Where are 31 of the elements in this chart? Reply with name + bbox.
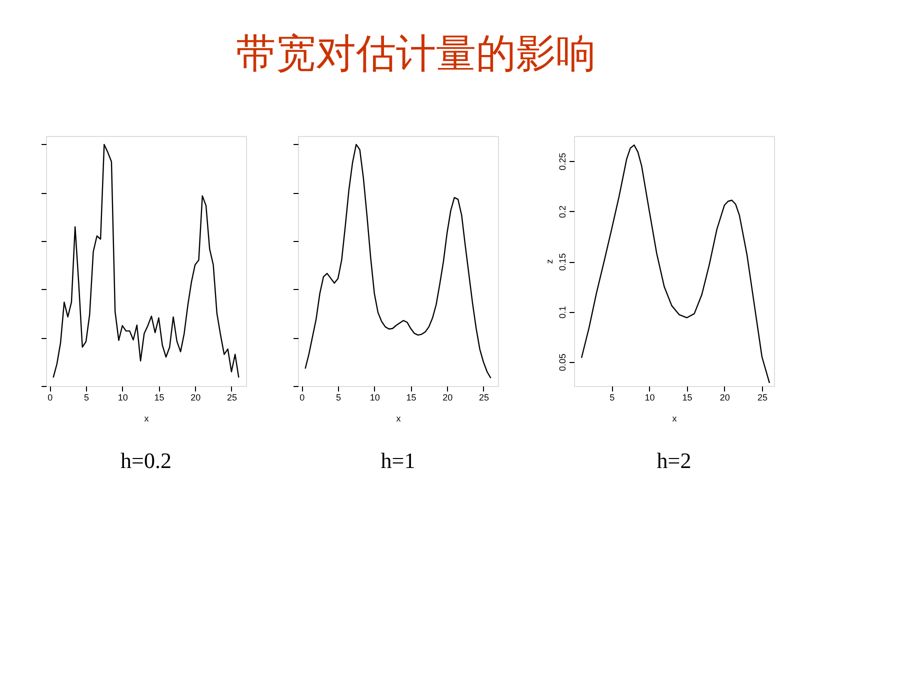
x-tick-label: 20	[442, 392, 453, 402]
x-tick-label: 15	[682, 392, 692, 402]
text: h=1	[380, 448, 416, 473]
text: h=2	[656, 448, 692, 473]
x-tick-label: 25	[478, 392, 489, 402]
x-tick-label: 25	[226, 392, 237, 402]
y-axis-title: z	[544, 258, 554, 264]
y-tick-label: 0.15	[558, 253, 568, 271]
x-tick-label: 15	[406, 392, 416, 402]
x-tick-label: 15	[154, 392, 164, 402]
y-tick-label: 0.2	[558, 206, 568, 218]
x-axis-title: x	[672, 414, 678, 424]
x-tick-label: 10	[370, 392, 380, 402]
x-tick-label: 20	[190, 392, 201, 402]
line-series	[580, 144, 770, 384]
x-tick-label: 10	[644, 392, 655, 402]
x-tick-label: 0	[48, 392, 53, 402]
x-axis-title: x	[396, 414, 402, 424]
x-tick-label: 5	[610, 392, 615, 402]
x-tick-label: 25	[757, 392, 768, 402]
x-tick-label: 5	[84, 392, 90, 402]
y-tick-label: 0.05	[558, 354, 568, 372]
y-tick-label: 0.1	[558, 306, 568, 318]
text: 带宽对估计量的影响	[236, 31, 596, 77]
x-tick-label: 5	[336, 392, 342, 402]
x-axis-title: x	[144, 414, 150, 424]
x-tick-label: 20	[720, 392, 730, 402]
y-tick-label: 0.25	[558, 152, 568, 170]
x-tick-label: 10	[118, 392, 128, 402]
x-tick-label: 0	[300, 392, 305, 402]
text: h=0.2	[120, 448, 172, 473]
